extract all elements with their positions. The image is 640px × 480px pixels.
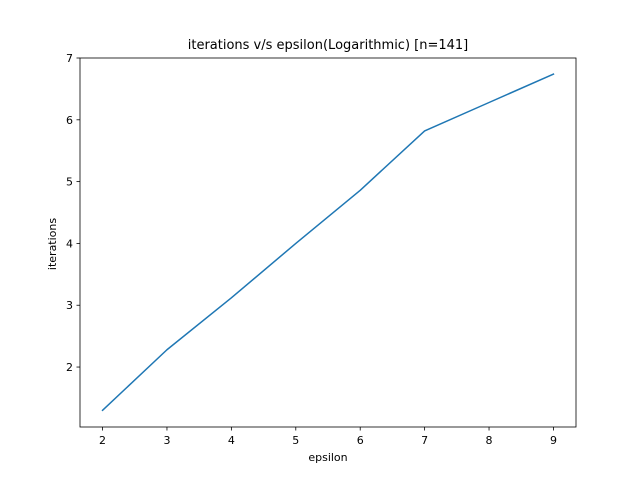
y-tick-label-7: 7: [66, 52, 73, 65]
series-line-0: [101, 73, 555, 412]
plot-area: 2 3 4 5 6 7 8 9 2 3 4 5 6 7: [66, 52, 577, 447]
chart-title: iterations v/s epsilon(Logarithmic) [n=1…: [188, 38, 469, 53]
y-axis-label: iterations: [46, 218, 59, 270]
y-tick-label-4: 4: [66, 237, 73, 250]
y-tick-label-6: 6: [66, 114, 73, 127]
x-tick-label-3: 3: [163, 434, 170, 447]
axes-frame: [79, 57, 577, 428]
x-tick-label-2: 2: [99, 434, 106, 447]
y-tick-label-2: 2: [66, 361, 73, 374]
x-tick-label-4: 4: [228, 434, 235, 447]
x-tick-label-6: 6: [357, 434, 364, 447]
y-tick-label-3: 3: [66, 299, 73, 312]
x-tick-label-8: 8: [486, 434, 493, 447]
y-tick-label-5: 5: [66, 176, 73, 189]
x-tick-label-5: 5: [292, 434, 299, 447]
x-tick-label-9: 9: [550, 434, 557, 447]
x-tick-label-7: 7: [421, 434, 428, 447]
x-axis-label: epsilon: [308, 451, 347, 464]
